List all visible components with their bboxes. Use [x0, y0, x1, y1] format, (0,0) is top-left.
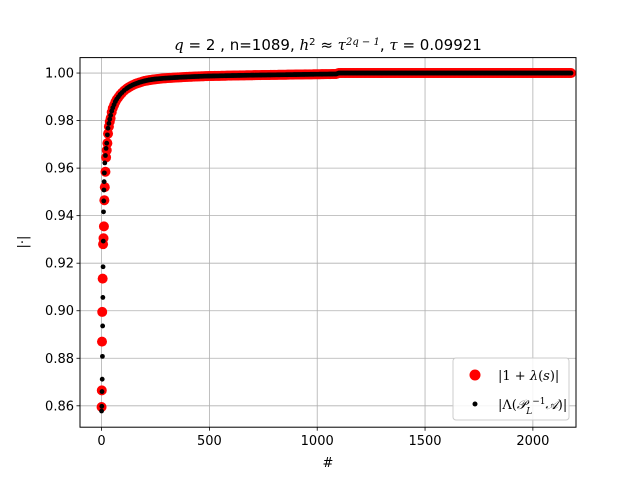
black-point [100, 295, 106, 300]
black-point [101, 170, 107, 176]
y-tick-label: 0.92 [45, 257, 74, 272]
y-axis-label: |·| [16, 236, 31, 249]
black-point [101, 179, 107, 185]
series-layer [96, 68, 577, 414]
black-point [99, 408, 104, 414]
black-point [568, 70, 574, 76]
red-point [97, 306, 108, 317]
x-tick-label: 500 [197, 434, 222, 449]
black-point [104, 132, 110, 138]
legend-label-red: |1 + λ(s)| [498, 369, 559, 384]
x-tick-label: 0 [97, 434, 105, 449]
x-tick-label: 1000 [301, 434, 334, 449]
black-point [106, 121, 112, 126]
black-point [107, 116, 113, 122]
black-point [103, 145, 109, 151]
black-point [100, 264, 106, 270]
black-point [100, 353, 105, 359]
black-point [99, 389, 105, 394]
y-tick-label: 0.94 [45, 209, 74, 224]
black-point [108, 112, 114, 118]
legend: |1 + λ(s)| |Λ(𝒫L−1𝒜)| [452, 357, 570, 421]
y-tick-label: 0.88 [45, 352, 74, 367]
red-point [98, 221, 109, 232]
y-tick-label: 1.00 [45, 67, 74, 82]
black-point [102, 160, 108, 166]
black-point [105, 125, 111, 131]
black-point [101, 209, 106, 215]
legend-marker-red [469, 369, 481, 381]
y-tick-label: 0.96 [45, 162, 74, 177]
x-axis-label: # [323, 456, 334, 471]
red-point [97, 273, 108, 284]
ticks: 0 500 1000 1500 2000 0.86 0.88 0.90 0.92 0.94 0.96… [45, 67, 549, 450]
y-tick-label: 0.98 [45, 114, 74, 129]
black-point [99, 403, 105, 409]
black-point [100, 323, 106, 329]
y-tick-label: 0.90 [45, 304, 74, 319]
black-point [101, 187, 107, 193]
black-point [99, 376, 105, 382]
black-point [101, 198, 107, 204]
legend-marker-black [472, 401, 478, 407]
black-point [100, 238, 106, 244]
red-point [96, 336, 107, 347]
grid [80, 57, 576, 428]
chart-title: q = 2 , n=1089, h2 ≈ τ2q − 1, τ = 0.0992… [174, 36, 482, 54]
legend-box [452, 357, 570, 421]
x-tick-label: 2000 [516, 434, 549, 449]
black-point [104, 140, 110, 146]
plot-frame [79, 57, 577, 428]
y-tick-label: 0.86 [45, 399, 74, 414]
black-point [103, 153, 108, 158]
x-tick-label: 1500 [408, 434, 441, 449]
